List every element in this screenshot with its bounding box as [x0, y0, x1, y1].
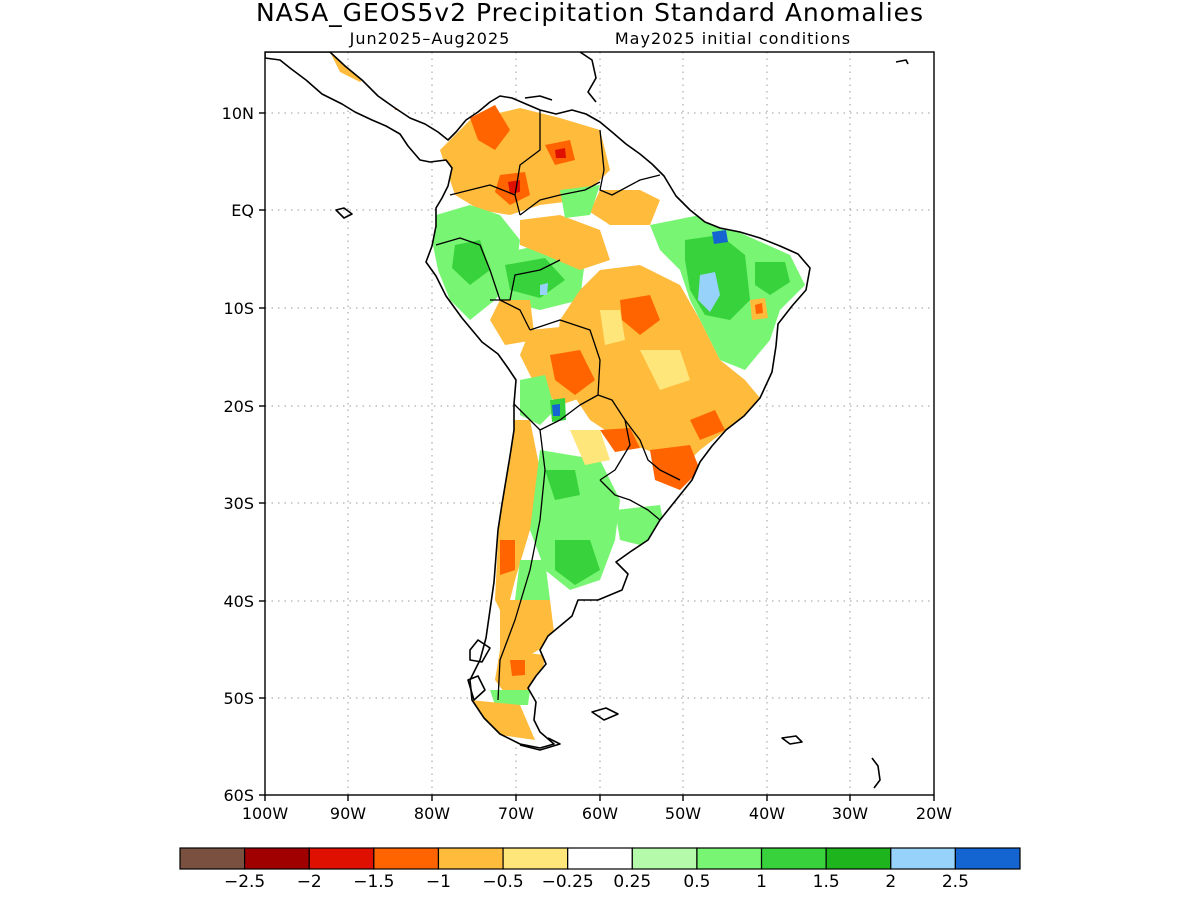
colorbar-swatch	[308, 847, 375, 870]
colorbar-label: −1	[426, 872, 451, 892]
colorbar-swatch	[567, 847, 633, 870]
colorbar-label: 1	[756, 872, 767, 892]
colorbar-swatch	[760, 847, 827, 870]
lon-label: 80W	[414, 804, 450, 823]
longitude-labels: 100W 90W 80W 70W 60W 50W 40W 30W 20W	[242, 804, 952, 823]
colorbar-swatch	[437, 847, 504, 870]
colorbar-swatch	[890, 847, 956, 870]
lat-label: 10N	[222, 104, 254, 123]
lon-label: 70W	[498, 804, 534, 823]
map-title: NASA_GEOS5v2 Precipitation Standard Anom…	[256, 0, 924, 27]
colorbar-label: −2	[297, 872, 322, 892]
initial-conditions: May2025 initial conditions	[615, 29, 851, 48]
colorbar-label: 0.25	[613, 872, 651, 892]
lat-label: 60S	[223, 786, 254, 805]
colorbar-swatch	[954, 847, 1021, 870]
lat-label: EQ	[231, 201, 254, 220]
colorbar: −2.5 −2 −1.5 −1 −0.5 −0.25 0.25 0.5 1 1.5 2 2.5	[179, 847, 1021, 892]
colorbar-label: −1.5	[353, 872, 394, 892]
country-borders	[435, 110, 681, 701]
latitude-labels: 10N EQ 10S 20S 30S 40S 50S 60S	[222, 104, 254, 805]
colorbar-swatch	[244, 847, 310, 870]
colorbar-label: 2.5	[942, 872, 969, 892]
lat-label: 20S	[223, 397, 254, 416]
lon-label: 40W	[749, 804, 785, 823]
lat-label: 40S	[223, 592, 254, 611]
colorbar-label: 2	[885, 872, 896, 892]
axis-ticks	[259, 112, 935, 801]
lon-label: 60W	[582, 804, 618, 823]
colorbar-swatch	[373, 847, 440, 870]
lat-label: 50S	[223, 689, 254, 708]
colorbar-label: −0.5	[482, 872, 523, 892]
lon-label: 50W	[665, 804, 701, 823]
colorbar-label: 0.5	[683, 872, 710, 892]
lat-label: 30S	[223, 494, 254, 513]
colorbar-swatch	[502, 847, 569, 870]
coastlines	[265, 52, 909, 789]
colorbar-label: −0.25	[542, 872, 594, 892]
forecast-period: Jun2025–Aug2025	[349, 29, 511, 48]
lon-label: 90W	[330, 804, 366, 823]
colorbar-swatch	[631, 847, 698, 870]
colorbar-swatch	[179, 847, 246, 870]
colorbar-label: 1.5	[813, 872, 840, 892]
lon-label: 30W	[832, 804, 868, 823]
lon-label: 20W	[916, 804, 952, 823]
lat-label: 10S	[223, 299, 254, 318]
colorbar-swatch	[696, 847, 763, 870]
lon-label: 100W	[242, 804, 289, 823]
colorbar-swatch	[825, 847, 892, 870]
colorbar-label: −2.5	[224, 872, 265, 892]
